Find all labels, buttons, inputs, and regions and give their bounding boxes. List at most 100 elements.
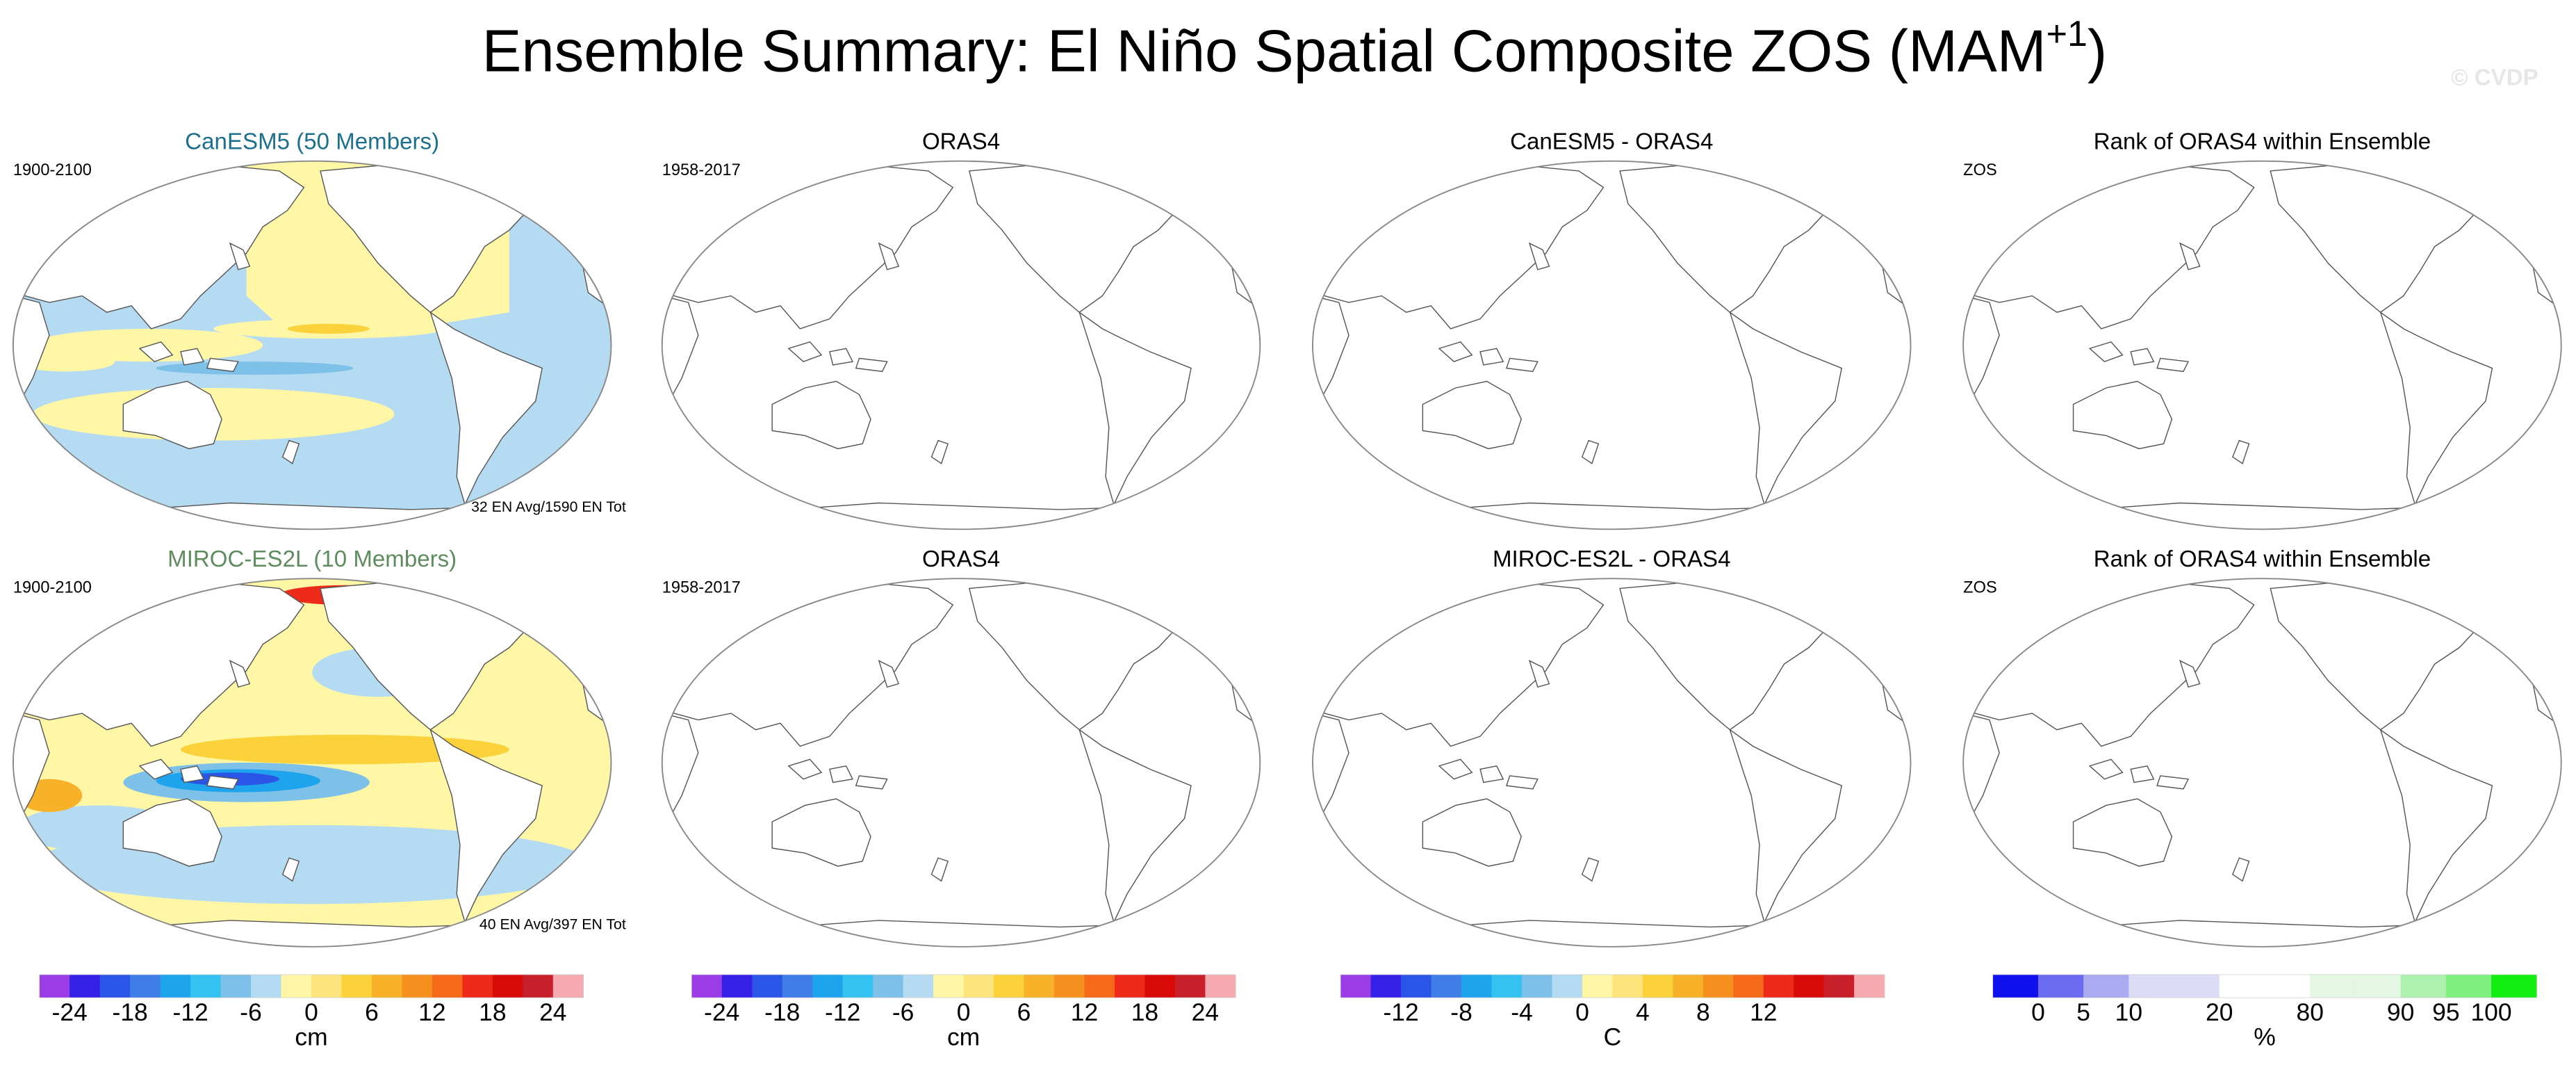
colorbar-box: [721, 974, 753, 998]
coastline: [1163, 584, 1212, 622]
colorbar-box: [1054, 974, 1085, 998]
coastline: [787, 341, 823, 362]
colorbar-box: [933, 974, 965, 998]
colorbar-box: [39, 974, 70, 998]
colorbar-unit: cm: [947, 1023, 980, 1051]
colorbar-box: [220, 974, 252, 998]
colorbar-tick-label: 4: [1636, 998, 1650, 1026]
coastline: [206, 357, 239, 373]
period-label: 1958-2017: [662, 579, 741, 597]
colorbar-box: [1823, 974, 1855, 998]
coastline: [855, 357, 888, 373]
colorbar-box: [190, 974, 222, 998]
coastline: [1438, 341, 1473, 362]
coastline: [2179, 242, 2201, 270]
count-label: 40 EN Avg/397 EN Tot: [479, 916, 626, 933]
coastline: [2088, 341, 2124, 362]
coastline: [1528, 660, 1550, 688]
count-label: 32 EN Avg/1590 EN Tot: [471, 498, 626, 515]
colorbar-box: [2355, 974, 2402, 998]
colorbar-box: [341, 974, 372, 998]
colorbar-box: [1673, 974, 1704, 998]
coastline: [1963, 920, 2561, 947]
colorbar-unit: C: [1604, 1023, 1622, 1051]
coastline: [829, 765, 854, 783]
colorbar-box: [2037, 974, 2084, 998]
coastline: [429, 728, 543, 924]
coastline: [429, 311, 543, 506]
colorbar-tick-label: -12: [825, 998, 860, 1026]
colorbar-tick-label: -6: [892, 998, 914, 1026]
coastline: [878, 242, 900, 270]
colorbar-tick-label: 12: [1071, 998, 1098, 1026]
colorbar-box: [311, 974, 343, 998]
coastline: [2072, 798, 2173, 867]
coastline: [930, 439, 949, 464]
coastline: [2088, 758, 2124, 780]
colorbar-box: [812, 974, 844, 998]
coastline: [122, 380, 222, 450]
colorbar-tick-label: 18: [1131, 998, 1158, 1026]
colorbar-box: [1854, 974, 1885, 998]
field-contour: [287, 323, 370, 334]
colorbar-box: [994, 974, 1025, 998]
colorbar-box: [1401, 974, 1432, 998]
coastline: [1422, 380, 1522, 450]
coastline: [1438, 758, 1473, 780]
colorbar-box: [2310, 974, 2356, 998]
coastline: [2465, 584, 2513, 622]
coastline: [2179, 660, 2201, 688]
map-border: [1312, 578, 1912, 948]
colorbar-box: [782, 974, 813, 998]
colorbar-box: [1552, 974, 1583, 998]
colorbar-box: [1763, 974, 1794, 998]
coastline: [1479, 765, 1504, 783]
field-contour: [156, 362, 354, 375]
colorbar-tick-label: 0: [304, 998, 318, 1026]
coastline: [662, 920, 1261, 947]
colorbar-box: [1024, 974, 1055, 998]
map-body: [13, 578, 612, 947]
coastline: [1505, 357, 1539, 373]
coastline: [281, 439, 300, 464]
colorbar-box: [281, 974, 312, 998]
colorbar-tick-label: -24: [52, 998, 88, 1026]
colorbar-box: [1733, 974, 1764, 998]
colorbar-tick-label: 10: [2115, 998, 2142, 1026]
map-body: [1963, 578, 2561, 947]
colorbar-tick-label: 0: [1575, 998, 1589, 1026]
colorbar-tick-label: -12: [1383, 998, 1418, 1026]
coastline: [1078, 311, 1192, 506]
colorbar-tick-label: 12: [418, 998, 445, 1026]
colorbar-box: [2083, 974, 2130, 998]
colorbar-box: [1992, 974, 2039, 998]
coastline: [878, 660, 900, 688]
coastline: [2130, 348, 2155, 366]
colorbar-box: [1174, 974, 1206, 998]
map-panel: [12, 160, 612, 530]
colorbar-box: [2219, 974, 2265, 998]
coastline: [1729, 728, 1843, 924]
coastline: [138, 341, 174, 362]
colorbar-box: [2264, 974, 2311, 998]
coastline: [2379, 311, 2493, 506]
colorbar-box: [251, 974, 282, 998]
colorbar-tick-label: -18: [113, 998, 148, 1026]
panel-title: Rank of ORAS4 within Ensemble: [2094, 546, 2431, 572]
coastline: [180, 348, 205, 366]
watermark: © CVDP: [2451, 65, 2538, 90]
colorbar-tick-label: 0: [2031, 998, 2045, 1026]
coastline: [1505, 775, 1539, 790]
colorbar-box: [1114, 974, 1146, 998]
map-body: [662, 578, 1261, 947]
colorbar-tick-label: -18: [764, 998, 800, 1026]
title-end: ): [2087, 19, 2107, 85]
colorbar-box: [160, 974, 191, 998]
colorbar-box: [69, 974, 101, 998]
coastline: [515, 167, 563, 205]
period-label: 1958-2017: [662, 161, 741, 179]
coastline: [1963, 295, 2000, 415]
panel-title: Rank of ORAS4 within Ensemble: [2094, 129, 2431, 154]
